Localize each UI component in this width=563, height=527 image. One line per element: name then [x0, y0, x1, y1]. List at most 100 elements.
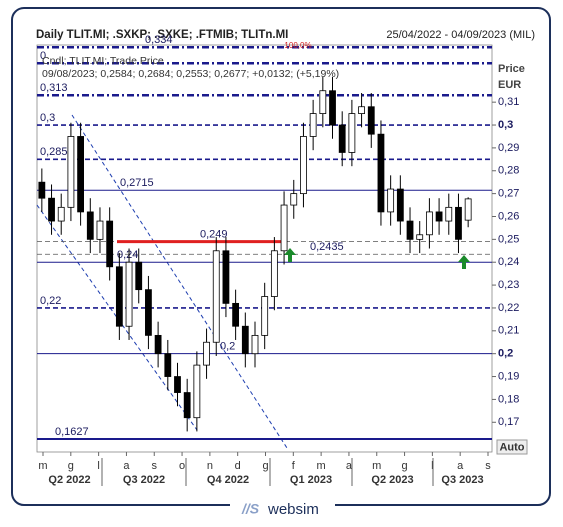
- candle-body: [290, 193, 298, 206]
- y-tick-label: 0,27: [498, 188, 519, 200]
- y-tick-label: 0,29: [498, 142, 519, 154]
- month-label: s: [152, 460, 158, 472]
- candle-body: [425, 211, 433, 236]
- y-tick-label: 0,17: [498, 416, 519, 428]
- quarter-label: Q2 2022: [48, 474, 90, 486]
- chart-subtitle: 25/04/2022 - 04/09/2023 (MIL): [386, 29, 535, 41]
- month-label: n: [207, 460, 213, 472]
- month-label: m: [317, 460, 326, 472]
- candle-body: [251, 334, 259, 355]
- month-label: a: [346, 460, 353, 472]
- month-label: m: [38, 460, 47, 472]
- month-label: o: [179, 460, 185, 472]
- level-label: 0,334: [145, 34, 173, 46]
- auto-button[interactable]: [496, 439, 528, 455]
- legend-text: Cndl; TLIT.MI; Trade Price: [42, 55, 164, 67]
- candle-body: [300, 136, 307, 195]
- y-tick-label: 0,2: [498, 348, 513, 360]
- quarter-label: Q2 2023: [371, 474, 413, 486]
- y-tick-label: 0,19: [498, 370, 519, 382]
- candle-body: [222, 250, 230, 304]
- level-label: 0,285: [40, 146, 68, 158]
- y-tick-label: 0,23: [498, 279, 519, 291]
- arrow: [284, 248, 296, 262]
- level-label: 0,22: [40, 295, 61, 307]
- candle-body: [270, 250, 278, 297]
- quarter-label: Q4 2022: [207, 474, 249, 486]
- quarter-label: Q3 2023: [441, 474, 483, 486]
- candle-body: [241, 325, 249, 355]
- y-tick-label: 0,21: [498, 325, 519, 337]
- month-label: m: [372, 460, 381, 472]
- y-tick-label: 0,26: [498, 210, 519, 222]
- candle-body: [174, 376, 181, 393]
- month-label: a: [123, 460, 130, 472]
- candle-body: [125, 261, 133, 327]
- month-label: a: [457, 460, 464, 472]
- candle-body: [406, 220, 414, 240]
- month-label: d: [235, 460, 241, 472]
- plot-area: [36, 44, 493, 453]
- month-label: l: [97, 460, 99, 472]
- y-tick-label: 0,22: [498, 302, 519, 314]
- y-tick-label: 0,18: [498, 393, 519, 405]
- candle-body: [261, 296, 269, 336]
- level-label: 0,2: [220, 341, 235, 353]
- level-label: 0,249: [200, 229, 228, 241]
- candle-body: [86, 211, 94, 240]
- y-tick-label: 0,28: [498, 165, 519, 177]
- candle-body: [164, 353, 172, 377]
- candle-body: [232, 302, 240, 327]
- candle-body: [329, 90, 336, 126]
- month-label: g: [262, 460, 268, 472]
- arrow: [458, 255, 470, 269]
- level-label: 0,313: [40, 82, 68, 94]
- candle-body: [387, 188, 395, 213]
- auto-button-label[interactable]: Auto: [499, 441, 524, 453]
- month-label: g: [402, 460, 408, 472]
- candle-body: [338, 124, 346, 153]
- candle-body: [464, 198, 472, 221]
- axis-title: EUR: [498, 79, 521, 91]
- candle-body: [309, 113, 317, 137]
- level-label: 0,2435: [310, 241, 344, 253]
- candle-body: [445, 206, 453, 222]
- y-tick-label: 0,25: [498, 233, 519, 245]
- candle-body: [193, 364, 201, 419]
- candle-body: [212, 250, 220, 343]
- quarter-label: Q3 2022: [123, 474, 165, 486]
- legend-text: 09/08/2023; 0,2584; 0,2684; 0,2553; 0,26…: [42, 68, 339, 80]
- candle-body: [435, 211, 443, 222]
- candle-body: [396, 188, 404, 222]
- trend-line: [71, 114, 288, 449]
- candle-body: [38, 181, 46, 199]
- month-label: f: [292, 460, 296, 472]
- candle-body: [115, 266, 123, 327]
- candle-body: [416, 234, 424, 240]
- level-label: 0,3: [40, 112, 55, 124]
- candle-body: [106, 220, 114, 268]
- candle-body: [377, 133, 385, 213]
- candle-body: [96, 220, 104, 240]
- chart-title: Daily TLIT.MI; .SXKP; .SXKE; .FTMIB; TLI…: [36, 29, 288, 41]
- candle-body: [48, 197, 55, 222]
- candle-body: [57, 206, 65, 222]
- candle-body: [183, 392, 191, 419]
- level-label: 0,1627: [55, 426, 89, 438]
- level-label: 0: [40, 50, 46, 62]
- candle-body: [154, 334, 162, 355]
- y-tick-label: 0,3: [498, 119, 513, 131]
- candle-body: [455, 206, 462, 240]
- candle-body: [358, 106, 365, 114]
- month-label: l: [431, 460, 433, 472]
- level-label: 0,24: [117, 249, 138, 261]
- footer-logo: websim: [267, 501, 319, 518]
- level-label: 0,2715: [120, 177, 154, 189]
- candle-body: [319, 90, 327, 114]
- month-label: s: [485, 460, 491, 472]
- candle-body: [135, 261, 143, 291]
- quarter-label: Q1 2023: [290, 474, 332, 486]
- candle-body: [367, 106, 375, 135]
- y-tick-label: 0,24: [498, 256, 519, 268]
